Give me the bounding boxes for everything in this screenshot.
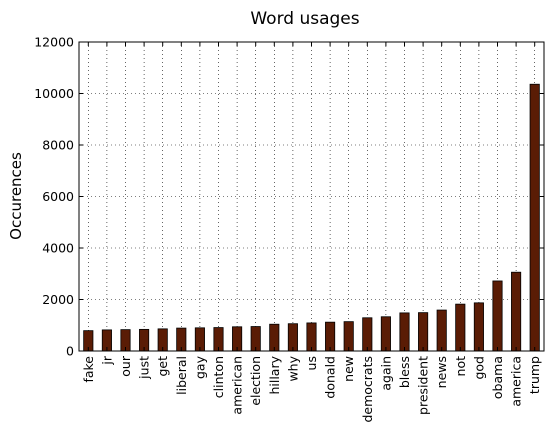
chart-title: Word usages <box>250 9 359 29</box>
axis-ticks: 0 2000 4000 6000 8000 10000 12000 fake jr our just… <box>34 35 544 423</box>
bar-obama <box>492 280 503 352</box>
x-tick-label: american <box>230 356 245 415</box>
x-tick-label: not <box>453 356 468 377</box>
bar-democrats <box>362 317 373 352</box>
bar-hillary <box>269 323 280 352</box>
y-tick-label: 10000 <box>34 86 74 101</box>
x-tick-label: new <box>341 356 356 382</box>
x-tick-label: donald <box>323 356 338 399</box>
x-tick-label: again <box>378 356 393 391</box>
x-tick-label: fake <box>81 356 96 383</box>
y-tick-label: 8000 <box>42 138 74 153</box>
x-tick-label: america <box>509 356 524 407</box>
bar-bless <box>399 312 410 352</box>
x-tick-label: god <box>471 356 486 380</box>
x-tick-label: bless <box>397 356 412 388</box>
bar-news <box>436 309 447 352</box>
y-tick-label: 0 <box>66 344 74 359</box>
x-tick-label: liberal <box>174 356 189 395</box>
bar-president <box>418 312 429 352</box>
y-tick-label: 12000 <box>34 35 74 50</box>
bar-god <box>473 302 484 352</box>
bar-donald <box>325 321 336 352</box>
y-axis-label: Occurences <box>7 152 25 240</box>
bar-us <box>306 322 317 352</box>
y-tick-label: 4000 <box>42 241 74 256</box>
y-tick-label: 2000 <box>42 292 74 307</box>
x-tick-label: our <box>118 355 133 377</box>
x-tick-label: democrats <box>360 356 375 423</box>
x-tick-label: just <box>137 356 152 380</box>
y-tick-label: 6000 <box>42 189 74 204</box>
bar-not <box>455 303 466 352</box>
x-tick-label: get <box>155 356 170 377</box>
x-tick-label: clinton <box>211 356 226 398</box>
x-tick-label: hillary <box>267 355 282 394</box>
bar-why <box>287 323 298 352</box>
x-tick-label: news <box>434 356 449 388</box>
bar-again <box>380 316 391 352</box>
bar-america <box>511 271 522 352</box>
x-tick-label: us <box>304 356 319 370</box>
x-tick-label: gay <box>192 355 207 379</box>
x-tick-label: election <box>248 356 263 406</box>
x-tick-label: why <box>285 355 300 381</box>
x-tick-label: obama <box>490 356 505 399</box>
x-tick-label: jr <box>99 355 114 365</box>
x-tick-label: trump <box>527 356 542 394</box>
bar-trump <box>529 83 540 352</box>
bar-new <box>343 321 354 352</box>
x-tick-label: president <box>416 356 431 415</box>
